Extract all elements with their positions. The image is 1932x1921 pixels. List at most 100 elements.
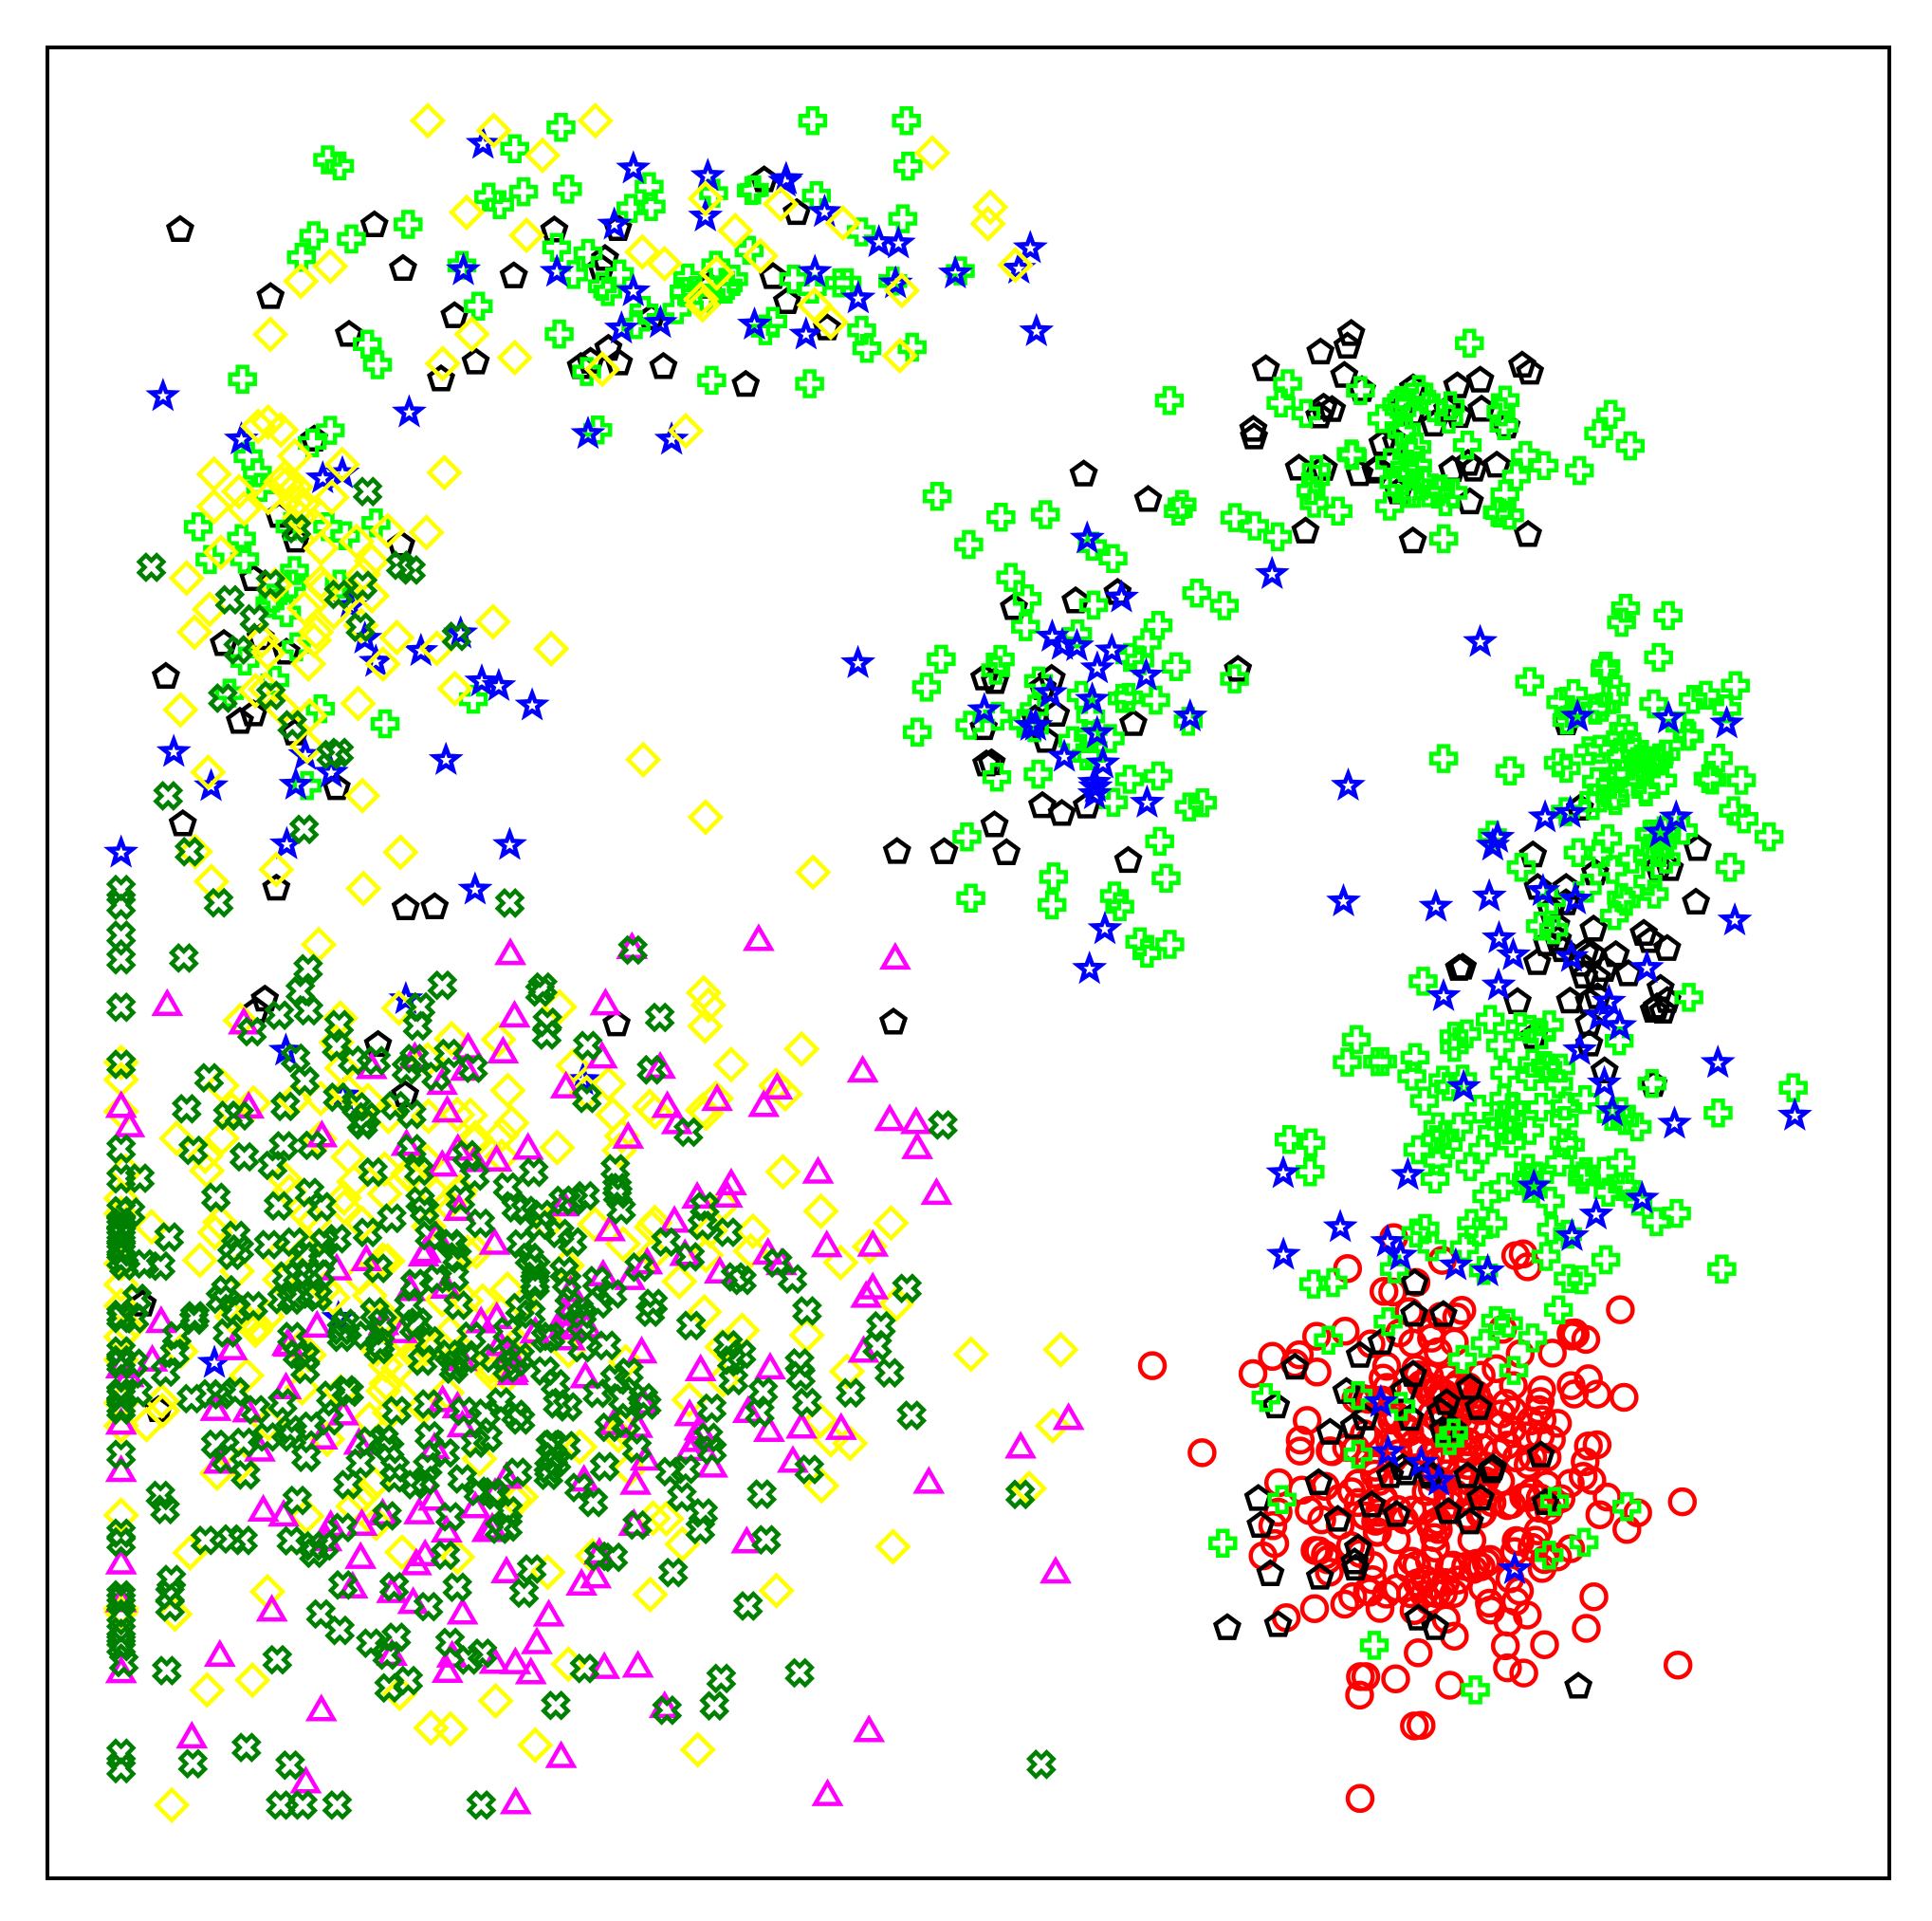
star-marker [1128,656,1165,692]
plus-marker [1678,684,1708,714]
diamond-marker [344,556,382,593]
plus-marker [1674,983,1703,1012]
plus-marker [1615,431,1646,461]
plus-marker [1455,1152,1485,1181]
plus-marker [587,271,617,301]
pentagon-marker [1590,1056,1619,1083]
circle-marker [1285,1425,1316,1455]
diamond-marker [971,189,1009,226]
pentagon-marker [1455,1506,1484,1535]
x-marker [675,1310,707,1341]
plus-marker [1468,1135,1498,1165]
diamond-marker [453,316,490,353]
plus-marker [1220,503,1250,532]
plus-marker [1642,1207,1671,1236]
pentagon-marker [1574,1008,1604,1036]
x-marker [393,1665,424,1696]
x-marker [177,1135,209,1166]
diamond-marker [802,1192,839,1229]
x-marker [203,887,234,918]
star-marker [937,254,973,289]
plus-marker [1515,667,1545,696]
plus-marker [183,512,213,542]
plus-marker [996,563,1025,592]
x-marker [601,1173,633,1203]
x-marker [330,1308,360,1339]
circle-marker [1285,1436,1315,1466]
diamond-marker [533,630,570,668]
star-marker [1700,1044,1736,1079]
plus-marker [1409,1086,1440,1116]
plus-marker [1618,844,1647,874]
diamond-marker [172,1534,209,1572]
star-marker [465,125,501,159]
star-marker [1658,799,1694,833]
circle-marker [1490,1631,1520,1661]
x-marker [520,1270,551,1302]
star-marker [539,253,575,287]
diamond-marker [432,1710,469,1747]
x-marker [381,1395,413,1426]
plus-marker [485,190,514,220]
x-marker [275,1414,306,1446]
triangle-marker [431,1654,464,1683]
star-marker [1445,1068,1481,1102]
plus-marker [1703,743,1733,773]
x-marker [607,1383,638,1414]
diamond-marker [764,1154,801,1191]
pentagon-marker [782,197,812,226]
diamond-marker [195,488,232,526]
circle-marker [1610,1382,1639,1413]
plus-marker [1555,1130,1585,1159]
plus-marker [662,295,692,324]
plus-marker [1526,1093,1556,1122]
x-marker [293,953,323,985]
plus-marker [1726,766,1757,795]
diamond-marker [168,560,205,597]
x-marker [190,1524,221,1556]
diamond-marker [439,1096,476,1134]
plus-marker [1434,404,1463,434]
plus-marker [982,763,1012,792]
plus-marker [1499,1356,1529,1385]
circle-marker [1381,1664,1410,1693]
star-marker [1438,1247,1474,1281]
star-marker [1463,623,1499,657]
x-marker [322,1031,352,1062]
triangle-marker [304,1693,338,1722]
plus-marker [1039,862,1069,892]
star-marker [1578,1196,1614,1230]
circle-marker [1359,1459,1389,1489]
x-marker [352,1217,383,1248]
plus-marker [361,508,391,538]
circle-marker [1301,1321,1332,1351]
plus-marker [1511,440,1540,471]
pentagon-marker [1341,1553,1371,1581]
plus-marker [1164,496,1193,526]
x-marker [624,1251,654,1283]
plus-marker [1612,1491,1642,1522]
triangle-marker [289,1765,322,1794]
circle-marker [1481,1354,1511,1384]
x-marker [407,1346,438,1376]
star-marker [103,834,139,868]
plus-marker [1030,500,1060,529]
plus-marker [500,134,529,163]
diamond-marker [636,1093,673,1131]
diamond-marker [1042,1331,1079,1368]
triangle-marker [673,1398,706,1427]
plus-marker [1296,1157,1325,1187]
x-marker [785,1360,817,1392]
x-marker [267,1284,298,1315]
plus-marker [1428,744,1459,773]
x-marker [449,1395,480,1427]
x-marker [699,1690,730,1722]
x-marker [253,1229,285,1260]
plus-marker [299,221,329,250]
star-marker [1087,911,1123,945]
x-marker [380,1622,412,1653]
x-marker [154,1222,185,1252]
pentagon-marker [1453,1461,1482,1488]
plus-marker [370,709,400,739]
